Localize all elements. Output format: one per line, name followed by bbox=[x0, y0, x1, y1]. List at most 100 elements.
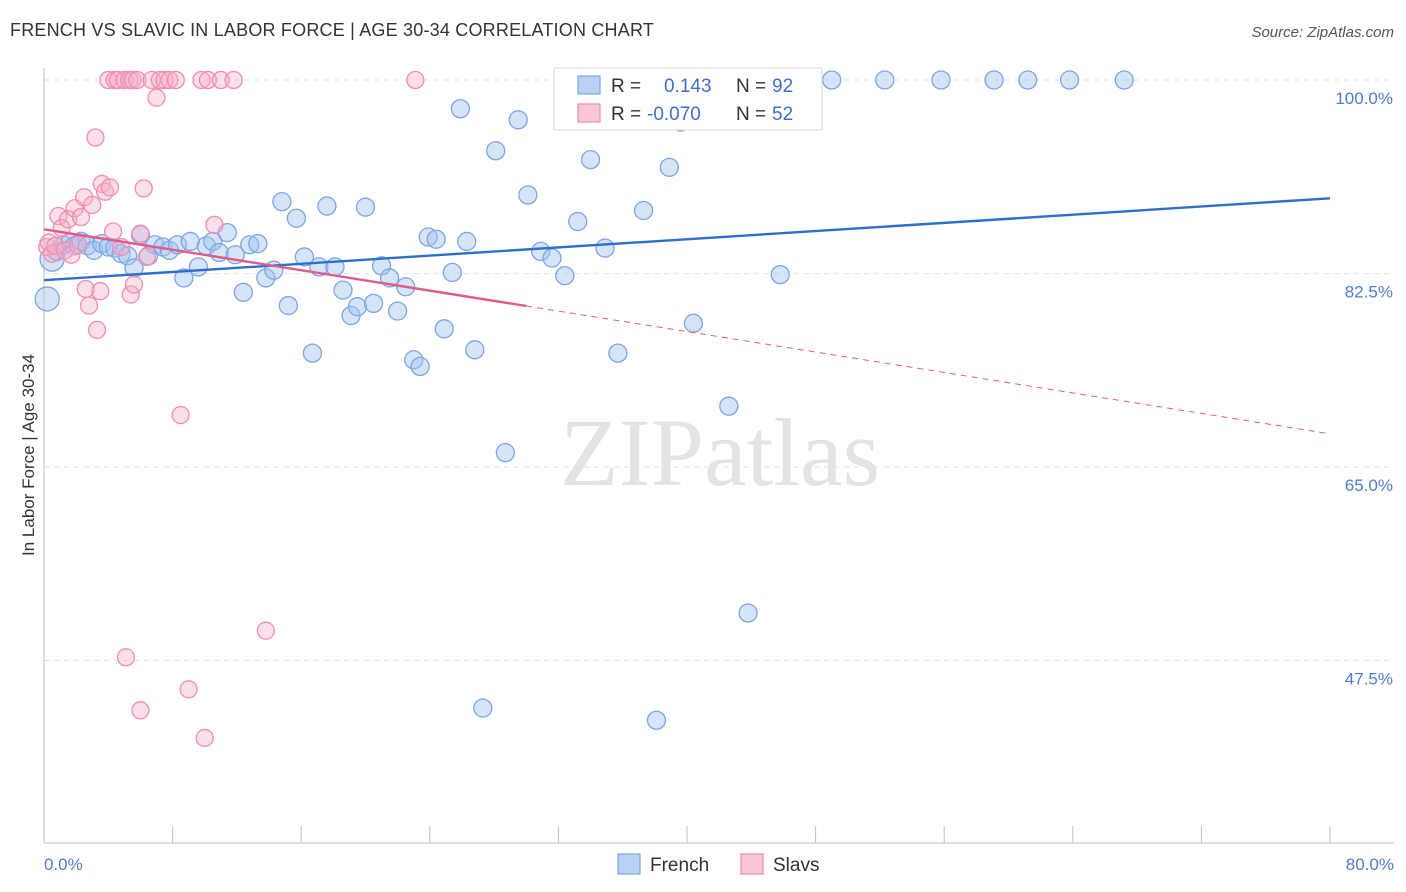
trendline-slavs bbox=[43, 228, 527, 308]
series-legend-label-french: French bbox=[650, 855, 709, 876]
point-french bbox=[347, 297, 368, 317]
point-slavs bbox=[192, 70, 211, 90]
legend-n-value-slavs: 52 bbox=[772, 104, 793, 125]
point-french bbox=[434, 319, 454, 339]
point-french bbox=[203, 231, 223, 252]
point-french bbox=[608, 343, 628, 363]
point-french bbox=[508, 110, 528, 130]
chart-title: FRENCH VS SLAVIC IN LABOR FORCE | AGE 30… bbox=[10, 20, 655, 40]
point-slavs bbox=[103, 222, 123, 241]
series-legend-swatch-slavs bbox=[740, 853, 764, 875]
point-french bbox=[719, 396, 739, 416]
point-french bbox=[683, 313, 704, 333]
point-french bbox=[738, 603, 758, 623]
y-tick-label: 100.0% bbox=[1335, 89, 1393, 108]
point-slavs bbox=[211, 70, 230, 90]
legend-swatch-french bbox=[577, 75, 601, 95]
point-french bbox=[646, 710, 667, 730]
point-french bbox=[555, 266, 575, 286]
point-french bbox=[770, 264, 790, 285]
point-slavs bbox=[150, 70, 169, 90]
y-tick-labels: 47.5% 65.0% 82.5% 100.0% bbox=[1335, 89, 1393, 689]
point-french bbox=[317, 196, 337, 216]
x-tick-label-max: 80.0% bbox=[1346, 855, 1394, 874]
point-slavs bbox=[171, 405, 190, 425]
point-slavs bbox=[131, 224, 150, 243]
point-french bbox=[1114, 70, 1134, 90]
point-slavs bbox=[198, 70, 218, 90]
point-french bbox=[188, 257, 208, 277]
point-french bbox=[410, 356, 430, 377]
point-slavs bbox=[87, 320, 107, 340]
point-french bbox=[363, 293, 384, 314]
series-legend-label-slavs: Slavs bbox=[773, 855, 819, 876]
y-tick-label: 82.5% bbox=[1345, 283, 1393, 302]
point-slavs bbox=[123, 70, 142, 90]
legend-swatch-slavs bbox=[577, 103, 601, 123]
series-points bbox=[34, 70, 1134, 748]
point-french bbox=[302, 343, 323, 363]
point-slavs bbox=[86, 128, 105, 147]
y-axis-label: In Labor Force | Age 30-34 bbox=[19, 354, 38, 556]
point-french bbox=[233, 282, 253, 302]
point-french bbox=[286, 208, 307, 228]
stats-legend: R = 0.143 N = 92 R = -0.070 N = 52 bbox=[553, 67, 823, 131]
point-slavs bbox=[128, 70, 147, 90]
point-slavs bbox=[406, 70, 425, 90]
trendline-extension-slavs bbox=[526, 305, 1331, 435]
point-french bbox=[465, 340, 485, 360]
point-slavs bbox=[99, 70, 118, 90]
point-slavs bbox=[121, 285, 140, 304]
point-slavs bbox=[83, 195, 102, 215]
legend-n-label-slavs: N = bbox=[736, 104, 766, 125]
x-tick-label-min: 0.0% bbox=[44, 855, 83, 874]
point-slavs bbox=[91, 282, 110, 301]
point-french bbox=[931, 70, 951, 90]
point-slavs bbox=[195, 728, 214, 748]
point-slavs bbox=[124, 275, 144, 294]
point-french bbox=[822, 70, 842, 90]
point-slavs bbox=[79, 296, 99, 315]
point-slavs bbox=[137, 247, 157, 267]
point-french bbox=[34, 286, 60, 312]
point-french bbox=[294, 247, 315, 267]
axes bbox=[43, 68, 1394, 844]
point-slavs bbox=[71, 207, 91, 227]
point-french bbox=[531, 241, 551, 262]
point-french bbox=[1018, 70, 1038, 90]
point-french bbox=[580, 149, 601, 170]
legend-r-label-french: R = bbox=[611, 76, 641, 97]
point-slavs bbox=[166, 70, 185, 90]
point-french bbox=[387, 301, 408, 321]
point-slavs bbox=[179, 680, 198, 699]
point-french bbox=[426, 229, 446, 249]
point-french bbox=[355, 197, 376, 217]
point-french bbox=[174, 268, 194, 288]
point-french bbox=[473, 698, 493, 718]
point-slavs bbox=[62, 245, 81, 264]
trend-lines bbox=[43, 197, 1331, 435]
point-french bbox=[248, 234, 268, 254]
point-slavs bbox=[160, 70, 179, 90]
y-tick-label: 65.0% bbox=[1345, 476, 1393, 495]
point-slavs bbox=[147, 88, 166, 107]
point-french bbox=[117, 246, 138, 266]
point-french bbox=[542, 248, 562, 268]
point-slavs bbox=[100, 178, 120, 197]
point-french bbox=[495, 443, 516, 463]
trendline-french bbox=[43, 197, 1331, 282]
point-french bbox=[256, 268, 276, 288]
legend-r-label-slavs: R = bbox=[611, 104, 641, 125]
legend-r-value-slavs: -0.070 bbox=[647, 104, 701, 125]
series-legend-swatch-french bbox=[617, 853, 641, 875]
point-french bbox=[457, 231, 477, 252]
legend-n-value-french: 92 bbox=[772, 76, 793, 97]
point-slavs bbox=[224, 70, 243, 90]
point-french bbox=[418, 227, 438, 247]
point-slavs bbox=[205, 215, 224, 235]
point-french bbox=[272, 191, 292, 212]
gridlines bbox=[44, 79, 1394, 662]
point-french bbox=[486, 141, 506, 161]
point-french bbox=[124, 258, 144, 278]
